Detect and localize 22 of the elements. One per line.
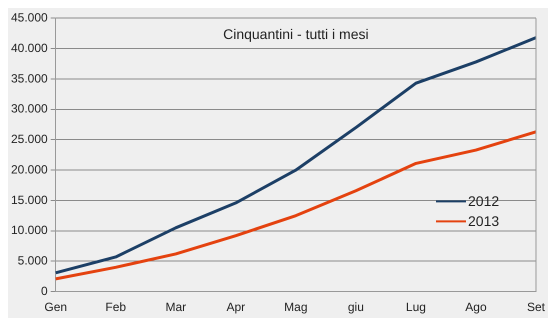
y-tick-label: 25.000 — [11, 132, 48, 146]
x-tick-label: Feb — [105, 300, 126, 314]
x-tick-label: Mar — [165, 300, 186, 314]
y-tick-label: 10.000 — [11, 223, 48, 238]
x-tick-label: Set — [526, 300, 546, 314]
x-tick-label: giu — [348, 300, 364, 314]
x-tick-label: Mag — [284, 300, 308, 314]
y-tick-label: 40.000 — [11, 40, 48, 55]
x-tick-label: Apr — [226, 300, 246, 314]
y-tick-label: 20.000 — [11, 162, 48, 176]
x-tick-label: Ago — [465, 300, 487, 314]
y-tick-label: 5.000 — [18, 254, 48, 268]
x-tick-label: Gen — [44, 300, 68, 314]
y-tick-label: 30.000 — [11, 102, 48, 116]
y-tick-label: 45.000 — [11, 10, 48, 25]
y-tick-label: 15.000 — [11, 192, 48, 207]
y-tick-label: 35.000 — [11, 71, 48, 86]
x-tick-label: Lug — [406, 300, 426, 314]
legend-label: 2013 — [468, 213, 500, 230]
text: Cinquantini - tutti i mesi — [223, 26, 369, 42]
legend-label: 2012 — [468, 193, 500, 210]
y-tick-label: 0 — [41, 284, 48, 298]
